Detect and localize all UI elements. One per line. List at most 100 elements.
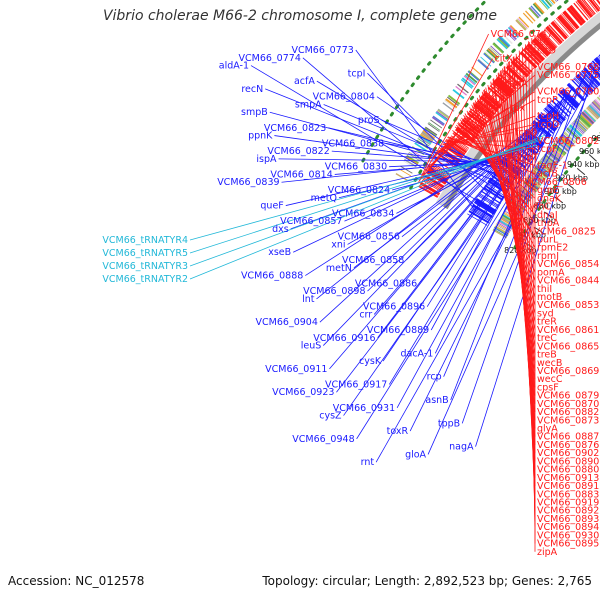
reverse-cds-block xyxy=(424,174,445,188)
cog-track-block xyxy=(548,0,554,6)
cog-track-block xyxy=(498,36,510,48)
reverse-gene-label: tagE-1 xyxy=(537,161,568,172)
cog-track-block xyxy=(544,0,552,7)
reverse-cds-block xyxy=(533,37,551,55)
reverse-gene-label: citC xyxy=(532,37,551,48)
reverse-cds-block xyxy=(452,132,472,147)
cog-track-block xyxy=(535,164,550,176)
forward-cds-block xyxy=(596,56,600,61)
backbone-ring xyxy=(443,22,600,210)
cog-track-block xyxy=(554,0,558,3)
reverse-gene-label: motB xyxy=(537,292,562,303)
cog-track-block xyxy=(587,106,600,119)
cog-track-block xyxy=(540,158,554,170)
reverse-cds-block xyxy=(525,46,542,63)
reverse-gene-label: grpE xyxy=(537,185,559,196)
reverse-cds-block xyxy=(558,15,574,34)
reverse-gene-leader xyxy=(418,33,489,183)
reverse-cds-block xyxy=(422,178,442,191)
forward-cds-block xyxy=(568,82,586,100)
forward-cds-block xyxy=(593,58,600,67)
cog-track-block xyxy=(499,35,511,47)
forward-gene-leader xyxy=(450,89,572,401)
forward-gene-label: VCM66_0856 xyxy=(338,232,400,243)
reverse-cds-block xyxy=(596,0,600,6)
cog-track-block xyxy=(455,85,468,96)
cog-track-block xyxy=(515,19,527,31)
forward-gene-leader xyxy=(377,108,553,339)
reverse-gene-label: VCM66_0890 xyxy=(537,456,599,467)
forward-gene-label: VCM66_0804 xyxy=(313,92,375,103)
forward-gene-label: acfA xyxy=(294,76,315,87)
forward-gene-label: gloA xyxy=(405,449,426,460)
cog-track-block xyxy=(427,123,440,132)
reverse-cds-block xyxy=(569,5,586,24)
forward-cds-block xyxy=(483,186,504,200)
reverse-cds-block xyxy=(539,32,557,50)
forward-gene-label: tppB xyxy=(438,418,460,429)
cog-track-block xyxy=(522,12,534,24)
cog-track-block xyxy=(575,118,589,130)
cog-track-block xyxy=(518,16,530,28)
cog-track-block xyxy=(493,42,505,53)
cog-track-block xyxy=(471,66,483,77)
reverse-gene-label: tcpQ xyxy=(515,128,537,139)
reverse-cds-block xyxy=(556,16,573,35)
forward-gene-label: VCM66_0824 xyxy=(328,185,390,196)
cog-track-block xyxy=(594,99,600,107)
forward-gene-label: VCM66_0888 xyxy=(241,271,303,282)
forward-cds-block xyxy=(595,57,600,63)
cog-track-block xyxy=(556,0,559,2)
cog-track-block xyxy=(590,103,600,114)
cog-track-block xyxy=(492,229,507,239)
forward-gene-leader xyxy=(396,88,573,408)
forward-gene-label: VCM66_0911 xyxy=(265,364,327,375)
cog-track-block xyxy=(438,108,450,118)
cog-track-block xyxy=(565,129,578,141)
forward-gene-label: cysZ xyxy=(319,411,342,422)
dotted-ring-2 xyxy=(409,0,571,190)
cog-track-block xyxy=(444,99,457,110)
cog-track-block xyxy=(484,52,496,63)
cog-track-block xyxy=(504,30,516,42)
reverse-gene-label: tcpH xyxy=(537,111,559,122)
forward-cds-block xyxy=(483,187,504,201)
cog-track-block xyxy=(407,154,420,163)
cog-track-block xyxy=(496,222,512,231)
reverse-gene-label: VCM66_0869 xyxy=(537,366,599,377)
forward-gene-label: VCM66_0834 xyxy=(332,208,394,219)
forward-gene-leader xyxy=(375,66,600,463)
cog-track-block xyxy=(593,100,600,108)
reverse-gene-label: yfhC xyxy=(530,202,552,213)
forward-gene-label: proS xyxy=(358,115,380,126)
cog-track-block xyxy=(585,107,598,121)
cog-track-block xyxy=(558,137,572,149)
cog-track-block xyxy=(464,74,477,85)
reverse-cds-block xyxy=(559,14,575,33)
cog-track-block xyxy=(498,219,513,229)
cog-track-block xyxy=(545,151,560,163)
reverse-gene-label: VCM66_0902 xyxy=(537,448,599,459)
forward-cds-block xyxy=(573,77,591,96)
forward-cds-block xyxy=(577,73,595,92)
cog-track-block xyxy=(460,78,473,89)
reverse-cds-block xyxy=(553,19,569,37)
forward-gene-label: rcp xyxy=(427,372,442,383)
forward-gene-label: VCM66_0839 xyxy=(217,177,279,188)
cog-track-block xyxy=(587,105,600,118)
reverse-gene-leader xyxy=(525,44,536,528)
cog-track-block xyxy=(545,153,558,164)
cog-track-block xyxy=(452,88,465,100)
forward-gene-label: xni xyxy=(331,239,345,250)
cog-track-block xyxy=(420,132,434,142)
reverse-cds-block xyxy=(568,6,585,25)
cog-track-block xyxy=(432,115,445,125)
cog-track-block xyxy=(588,104,600,117)
cog-track-block xyxy=(581,111,595,124)
reverse-cds-block xyxy=(587,0,598,13)
cog-track-block xyxy=(497,37,509,49)
reverse-gene-label: dnaJ xyxy=(537,210,558,221)
reverse-gene-leader xyxy=(531,38,536,544)
cog-track-block xyxy=(490,45,502,56)
